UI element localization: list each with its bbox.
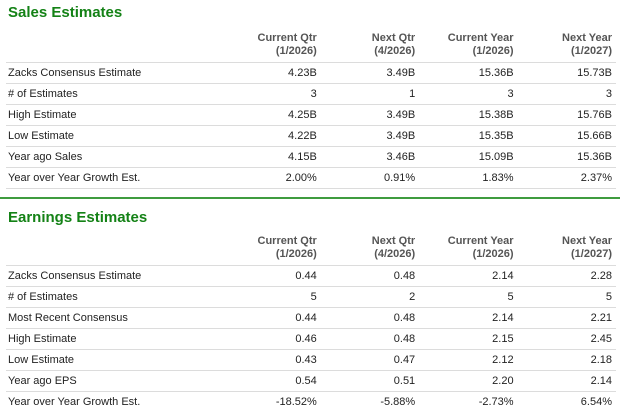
table-row: # of Estimates 3 1 3 3 — [6, 83, 616, 105]
header-label-spacer — [6, 30, 222, 63]
cell-value: -5.88% — [320, 391, 420, 412]
table-header-row: Current Qtr (1/2026) Next Qtr (4/2026) Cur… — [6, 30, 616, 63]
table-row: # of Estimates 5 2 5 5 — [6, 286, 616, 308]
row-label: Zacks Consensus Estimate — [6, 265, 223, 287]
cell-value: 0.44 — [222, 307, 321, 329]
row-label: Year over Year Growth Est. — [6, 167, 223, 189]
header-next-qtr: Next Qtr (4/2026) — [371, 235, 416, 260]
cell-value: 4.25B — [222, 104, 321, 126]
cell-value: 3 — [419, 83, 518, 105]
cell-value: 0.54 — [222, 370, 321, 392]
row-label: Zacks Consensus Estimate — [6, 62, 223, 84]
table-row: Year over Year Growth Est. 2.00% 0.91% 1… — [6, 167, 616, 189]
header-next-year: Next Year (1/2027) — [562, 32, 612, 57]
cell-value: 0.48 — [320, 265, 420, 287]
cell-value: 3 — [517, 83, 616, 105]
cell-value: 4.23B — [222, 62, 321, 84]
cell-value: 2.18 — [517, 349, 616, 371]
cell-value: 15.73B — [517, 62, 616, 84]
row-label: Year ago Sales — [6, 146, 223, 168]
header-current-qtr: Current Qtr (1/2026) — [257, 235, 317, 260]
cell-value: 1 — [320, 83, 420, 105]
cell-value: 2.00% — [222, 167, 321, 189]
header-current-year: Current Year (1/2026) — [447, 235, 514, 260]
cell-value: 1.83% — [419, 167, 518, 189]
header-label-spacer — [6, 233, 222, 266]
cell-value: 2 — [320, 286, 420, 308]
cell-value: 0.43 — [222, 349, 321, 371]
cell-value: 3.49B — [320, 62, 420, 84]
table-header-row: Current Qtr (1/2026) Next Qtr (4/2026) Cur… — [6, 233, 616, 266]
header-next-year: Next Year (1/2027) — [562, 235, 612, 260]
table-row: Year ago Sales 4.15B 3.46B 15.09B 15.36B — [6, 146, 616, 168]
cell-value: 0.51 — [320, 370, 420, 392]
table-row: High Estimate 4.25B 3.49B 15.38B 15.76B — [6, 104, 616, 126]
cell-value: 15.38B — [419, 104, 518, 126]
cell-value: 2.14 — [419, 265, 518, 287]
cell-value: 0.47 — [320, 349, 420, 371]
cell-value: 3.46B — [320, 146, 420, 168]
cell-value: 15.76B — [517, 104, 616, 126]
header-next-qtr: Next Qtr (4/2026) — [371, 32, 416, 57]
cell-value: 4.15B — [222, 146, 321, 168]
table-row: Year ago EPS 0.54 0.51 2.20 2.14 — [6, 370, 616, 392]
cell-value: 2.12 — [419, 349, 518, 371]
row-label: Low Estimate — [6, 349, 223, 371]
cell-value: -2.73% — [419, 391, 518, 412]
cell-value: 3.49B — [320, 125, 420, 147]
table-row: Most Recent Consensus 0.44 0.48 2.14 2.2… — [6, 307, 616, 329]
cell-value: 2.21 — [517, 307, 616, 329]
cell-value: 3.49B — [320, 104, 420, 126]
cell-value: -18.52% — [222, 391, 321, 412]
cell-value: 2.45 — [517, 328, 616, 350]
row-label: High Estimate — [6, 328, 223, 350]
row-label: High Estimate — [6, 104, 223, 126]
row-label: Year ago EPS — [6, 370, 223, 392]
cell-value: 6.54% — [517, 391, 616, 412]
table-row: Year over Year Growth Est. -18.52% -5.88… — [6, 391, 616, 412]
cell-value: 15.35B — [419, 125, 518, 147]
row-label: Most Recent Consensus — [6, 307, 223, 329]
sales-estimates-title: Sales Estimates — [8, 4, 123, 21]
sales-estimates-table: Current Qtr (1/2026) Next Qtr (4/2026) Cur… — [6, 30, 616, 189]
cell-value: 5 — [419, 286, 518, 308]
earnings-estimates-section: Earnings Estimates Current Qtr (1/2026) N… — [0, 199, 620, 412]
cell-value: 4.22B — [222, 125, 321, 147]
section-divider — [0, 197, 620, 199]
cell-value: 0.46 — [222, 328, 321, 350]
row-label: # of Estimates — [6, 83, 223, 105]
cell-value: 2.14 — [517, 370, 616, 392]
cell-value: 2.14 — [419, 307, 518, 329]
cell-value: 2.15 — [419, 328, 518, 350]
sales-estimates-section: Sales Estimates Current Qtr (1/2026) Next… — [0, 0, 620, 199]
cell-value: 0.91% — [320, 167, 420, 189]
table-row: High Estimate 0.46 0.48 2.15 2.45 — [6, 328, 616, 350]
row-label: Year over Year Growth Est. — [6, 391, 223, 412]
cell-value: 2.28 — [517, 265, 616, 287]
table-row: Zacks Consensus Estimate 4.23B 3.49B 15.… — [6, 62, 616, 84]
earnings-estimates-table: Current Qtr (1/2026) Next Qtr (4/2026) Cur… — [6, 233, 616, 412]
cell-value: 2.20 — [419, 370, 518, 392]
cell-value: 15.36B — [419, 62, 518, 84]
cell-value: 0.48 — [320, 307, 420, 329]
row-label: # of Estimates — [6, 286, 223, 308]
cell-value: 0.44 — [222, 265, 321, 287]
row-label: Low Estimate — [6, 125, 223, 147]
header-current-qtr: Current Qtr (1/2026) — [257, 32, 317, 57]
table-row: Low Estimate 4.22B 3.49B 15.35B 15.66B — [6, 125, 616, 147]
cell-value: 5 — [222, 286, 321, 308]
cell-value: 3 — [222, 83, 321, 105]
cell-value: 5 — [517, 286, 616, 308]
cell-value: 0.48 — [320, 328, 420, 350]
cell-value: 15.09B — [419, 146, 518, 168]
table-row: Low Estimate 0.43 0.47 2.12 2.18 — [6, 349, 616, 371]
cell-value: 2.37% — [517, 167, 616, 189]
cell-value: 15.66B — [517, 125, 616, 147]
table-row: Zacks Consensus Estimate 0.44 0.48 2.14 … — [6, 265, 616, 287]
earnings-estimates-title: Earnings Estimates — [8, 209, 148, 226]
header-current-year: Current Year (1/2026) — [447, 32, 514, 57]
cell-value: 15.36B — [517, 146, 616, 168]
